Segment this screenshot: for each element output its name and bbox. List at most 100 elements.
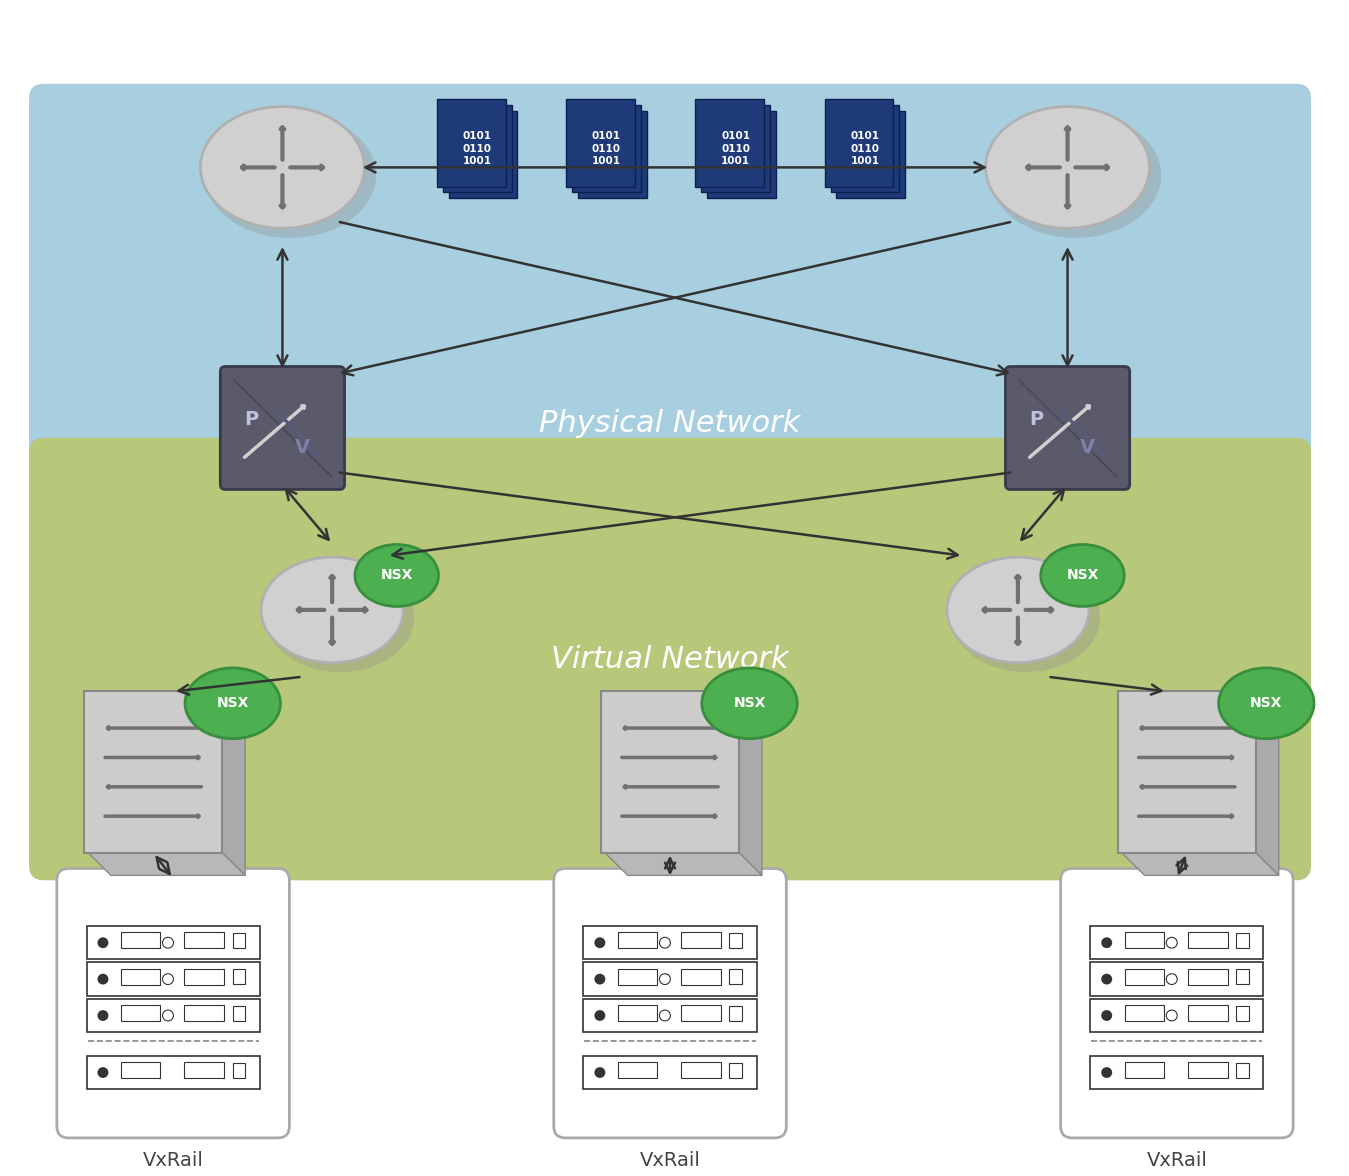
FancyBboxPatch shape: [681, 1005, 720, 1021]
Circle shape: [1101, 1067, 1112, 1078]
Circle shape: [97, 974, 108, 984]
Ellipse shape: [205, 113, 376, 238]
FancyBboxPatch shape: [681, 933, 720, 948]
FancyBboxPatch shape: [1188, 1062, 1228, 1078]
Circle shape: [162, 937, 174, 948]
FancyBboxPatch shape: [84, 691, 223, 853]
Circle shape: [595, 1067, 606, 1078]
Text: Virtual Network: Virtual Network: [552, 644, 789, 674]
Polygon shape: [86, 850, 246, 875]
Circle shape: [595, 974, 606, 984]
FancyBboxPatch shape: [183, 933, 224, 948]
Ellipse shape: [201, 107, 364, 228]
Circle shape: [1101, 1010, 1112, 1021]
Text: P: P: [244, 410, 258, 429]
FancyBboxPatch shape: [1060, 869, 1294, 1138]
Circle shape: [595, 937, 606, 948]
FancyBboxPatch shape: [707, 111, 776, 199]
FancyBboxPatch shape: [86, 926, 259, 960]
FancyBboxPatch shape: [1090, 962, 1264, 996]
Ellipse shape: [185, 668, 281, 739]
FancyBboxPatch shape: [567, 99, 635, 187]
FancyBboxPatch shape: [30, 83, 1311, 753]
Text: NSX: NSX: [1251, 696, 1283, 710]
FancyBboxPatch shape: [579, 111, 646, 199]
Circle shape: [1167, 1010, 1178, 1021]
FancyBboxPatch shape: [121, 969, 161, 984]
FancyBboxPatch shape: [618, 969, 657, 984]
Polygon shape: [737, 694, 762, 875]
Circle shape: [660, 974, 670, 984]
FancyBboxPatch shape: [584, 962, 757, 996]
FancyBboxPatch shape: [730, 1005, 742, 1021]
FancyBboxPatch shape: [183, 1062, 224, 1078]
FancyBboxPatch shape: [86, 1056, 259, 1089]
FancyBboxPatch shape: [1236, 969, 1249, 984]
FancyBboxPatch shape: [1125, 969, 1164, 984]
Circle shape: [1101, 974, 1112, 984]
FancyBboxPatch shape: [232, 969, 246, 984]
Ellipse shape: [355, 544, 438, 607]
FancyBboxPatch shape: [730, 933, 742, 948]
FancyBboxPatch shape: [836, 111, 905, 199]
Text: Physical Network: Physical Network: [540, 408, 801, 437]
Text: 0101
0110
1001: 0101 0110 1001: [722, 132, 750, 166]
FancyBboxPatch shape: [121, 933, 161, 948]
Circle shape: [660, 937, 670, 948]
FancyBboxPatch shape: [30, 437, 1311, 881]
FancyBboxPatch shape: [1236, 933, 1249, 948]
FancyBboxPatch shape: [86, 998, 259, 1033]
Text: P: P: [1029, 410, 1043, 429]
Circle shape: [97, 937, 108, 948]
Text: 0101
0110
1001: 0101 0110 1001: [463, 132, 492, 166]
FancyBboxPatch shape: [618, 1005, 657, 1021]
Text: NSX: NSX: [380, 568, 413, 582]
FancyBboxPatch shape: [1125, 1005, 1164, 1021]
Polygon shape: [1120, 850, 1279, 875]
Text: NSX: NSX: [734, 696, 766, 710]
Text: V: V: [1081, 439, 1095, 457]
FancyBboxPatch shape: [1236, 1063, 1249, 1077]
Circle shape: [1101, 937, 1112, 948]
Polygon shape: [1255, 694, 1279, 875]
Polygon shape: [220, 694, 246, 875]
FancyBboxPatch shape: [695, 99, 764, 187]
FancyBboxPatch shape: [831, 105, 898, 193]
FancyBboxPatch shape: [1188, 969, 1228, 984]
Text: 0101
0110
1001: 0101 0110 1001: [850, 132, 880, 166]
Ellipse shape: [947, 557, 1089, 662]
FancyBboxPatch shape: [553, 869, 786, 1138]
FancyBboxPatch shape: [121, 1062, 161, 1078]
FancyBboxPatch shape: [600, 691, 739, 853]
FancyBboxPatch shape: [730, 969, 742, 984]
Text: NSX: NSX: [1066, 568, 1098, 582]
FancyBboxPatch shape: [232, 1005, 246, 1021]
FancyBboxPatch shape: [57, 869, 290, 1138]
FancyBboxPatch shape: [442, 105, 511, 193]
Circle shape: [162, 974, 174, 984]
FancyBboxPatch shape: [681, 969, 720, 984]
Text: VxRail: VxRail: [1147, 1150, 1207, 1170]
FancyBboxPatch shape: [437, 99, 506, 187]
FancyBboxPatch shape: [584, 1056, 757, 1089]
Polygon shape: [603, 850, 762, 875]
Text: 0101
0110
1001: 0101 0110 1001: [592, 132, 621, 166]
FancyBboxPatch shape: [183, 969, 224, 984]
Ellipse shape: [701, 668, 797, 739]
FancyBboxPatch shape: [1188, 1005, 1228, 1021]
FancyBboxPatch shape: [824, 99, 893, 187]
FancyBboxPatch shape: [1005, 367, 1129, 489]
FancyBboxPatch shape: [1090, 998, 1264, 1033]
FancyBboxPatch shape: [730, 1063, 742, 1077]
FancyBboxPatch shape: [1236, 1005, 1249, 1021]
Ellipse shape: [951, 563, 1099, 671]
FancyBboxPatch shape: [449, 111, 518, 199]
FancyBboxPatch shape: [701, 105, 770, 193]
Ellipse shape: [1040, 544, 1124, 607]
FancyBboxPatch shape: [584, 926, 757, 960]
Ellipse shape: [266, 563, 414, 671]
FancyBboxPatch shape: [572, 105, 641, 193]
Text: VxRail: VxRail: [143, 1150, 204, 1170]
Circle shape: [595, 1010, 606, 1021]
Circle shape: [97, 1067, 108, 1078]
